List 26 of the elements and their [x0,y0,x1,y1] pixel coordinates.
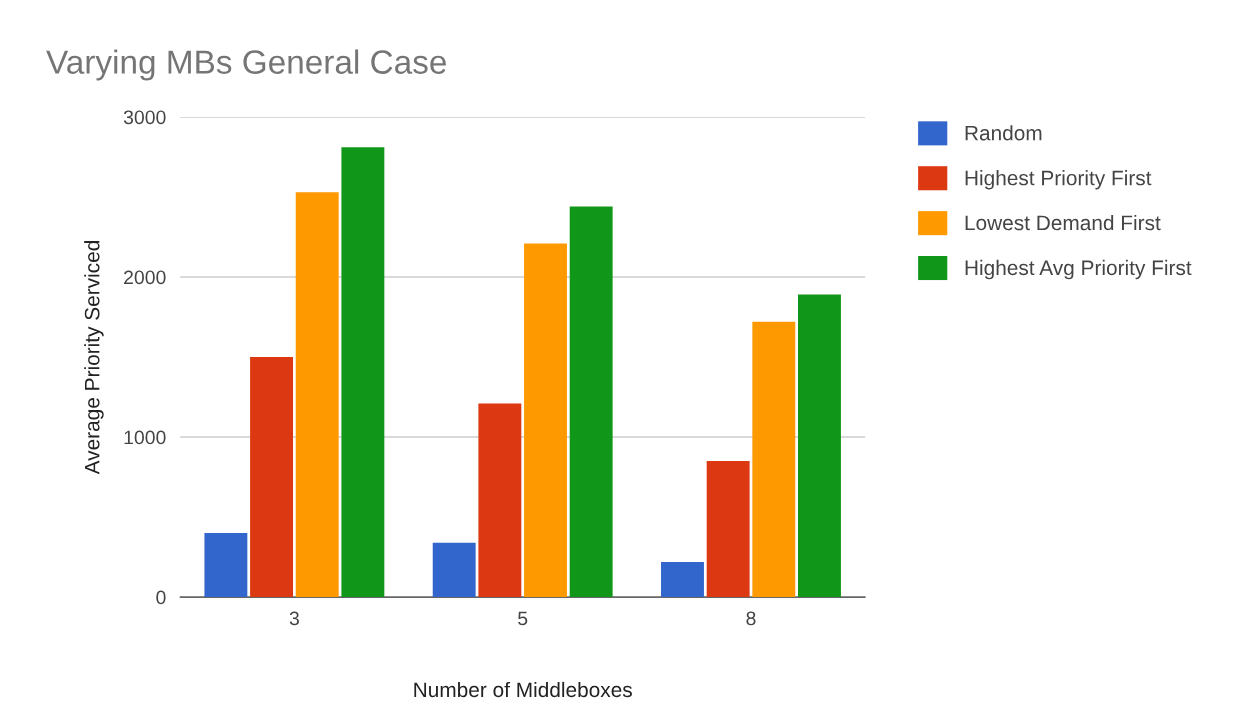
y-tick-label: 0 [156,590,166,605]
bar [432,542,476,598]
y-tick-label: 3000 [123,110,166,125]
y-tick-label: 1000 [124,430,166,445]
bar [295,192,339,598]
bar [478,403,522,598]
legend-label: Highest Avg Priority First [965,259,1192,280]
bar [524,243,567,598]
bar [752,321,796,598]
x-tick-label: 3 [289,611,299,626]
y-axis-title: Average Priority Serviced [84,241,104,475]
bar [706,461,750,598]
bar [569,206,613,598]
chart-title: Varying MBs General Case [46,49,446,81]
legend-label: Lowest Demand First [965,214,1161,231]
bar [798,294,841,598]
x-tick-label: 5 [518,611,528,626]
y-tick-label: 2000 [124,270,166,285]
x-tick-label: 8 [746,611,756,626]
bar [341,147,385,598]
legend-label: Highest Priority First [965,170,1152,190]
bar [661,561,704,598]
bar [250,357,294,598]
x-axis-title: Number of Middleboxes [414,681,632,698]
bar [204,533,248,598]
legend-label: Random [965,125,1042,141]
